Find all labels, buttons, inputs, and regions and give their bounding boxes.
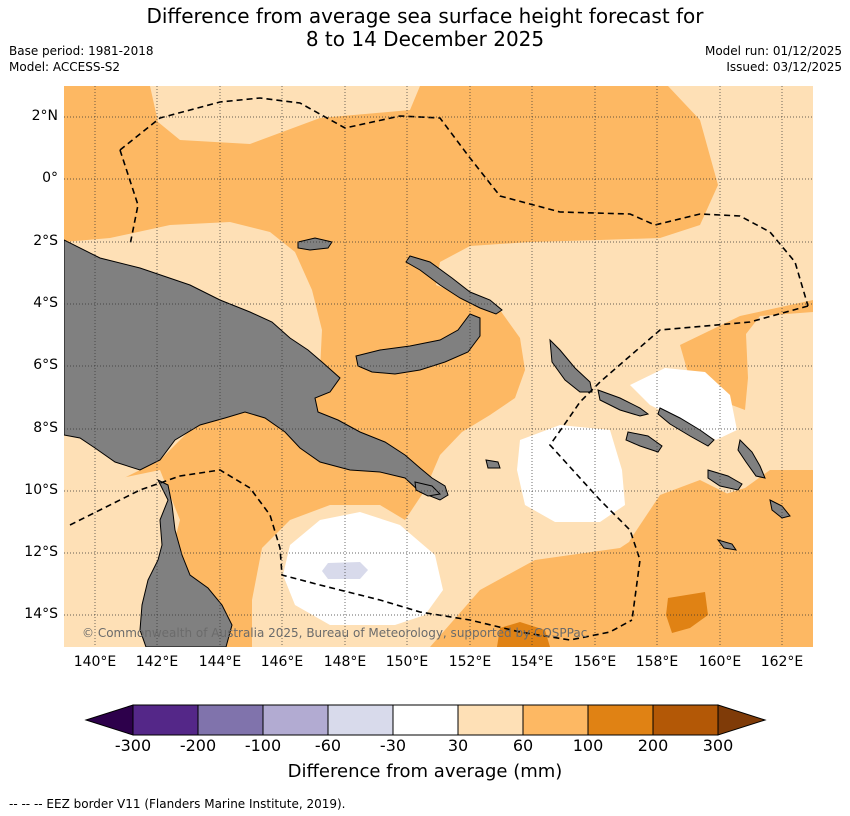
lon-label-160e: 160°E — [698, 654, 742, 670]
land-santa-cruz — [716, 539, 738, 551]
base-period: Base period: 1981-2018 — [9, 44, 154, 58]
colorbar-tick-label: -30 — [379, 736, 407, 755]
colorbar-tick-label: 60 — [512, 736, 534, 755]
land-solomon-6 — [769, 499, 791, 519]
lon-label-152e: 152°E — [448, 654, 492, 670]
colorbar-swatch-7 — [522, 704, 589, 736]
eez-border-east — [548, 305, 809, 621]
colorbar-swatch-4 — [327, 704, 394, 736]
land-solomon-4 — [737, 438, 766, 479]
lon-label-140e: 140°E — [73, 654, 117, 670]
lon-label-146e: 146°E — [260, 654, 304, 670]
land-new-ireland — [405, 255, 503, 315]
anomaly-100-200-patch-1 — [666, 592, 708, 633]
lat-label-0: 0° — [42, 170, 58, 186]
eez-legend-note: -- -- -- EEZ border V11 (Flanders Marine… — [9, 797, 346, 811]
lat-label-10s: 10°S — [24, 482, 58, 498]
lat-label-14s: 14°S — [24, 606, 58, 622]
land-new-britain — [355, 313, 481, 375]
colorbar-swatch-5 — [392, 704, 459, 736]
colorbar-swatch-8 — [587, 704, 654, 736]
anomaly-60-100-region-southeast — [615, 480, 758, 647]
land-louisiade — [485, 459, 501, 469]
colorbar-arrow-low — [84, 704, 134, 736]
anomaly-negative-patch — [322, 562, 368, 579]
lat-label-4s: 4°S — [33, 295, 58, 311]
colorbar-swatch-6 — [457, 704, 524, 736]
model-run: Model run: 01/12/2025 — [704, 44, 842, 58]
copyright-credit: © Commonwealth of Australia 2025, Bureau… — [82, 626, 588, 640]
lat-label-2n: 2°N — [31, 108, 58, 124]
land-d-entrecasteaux — [414, 481, 442, 497]
colorbar-tick-label: 30 — [447, 736, 469, 755]
lat-label-8s: 8°S — [33, 420, 58, 436]
title-line-1: Difference from average sea surface heig… — [146, 4, 704, 28]
colorbar-swatch-9 — [652, 704, 719, 736]
lon-label-156e: 156°E — [573, 654, 617, 670]
model-info: Base period: 1981-2018 Model: ACCESS-S2 — [9, 43, 154, 75]
eez-border-north — [119, 97, 809, 307]
run-info: Model run: 01/12/2025 Issued: 03/12/2025 — [705, 43, 842, 75]
lat-label-6s: 6°S — [33, 357, 58, 373]
lat-label-12s: 12°S — [24, 544, 58, 560]
lon-label-150e: 150°E — [385, 654, 429, 670]
colorbar-tick-label: -300 — [114, 736, 152, 755]
eez-border-west — [119, 149, 139, 246]
anomaly-30-60-region-north — [150, 86, 420, 144]
lat-label-2s: 2°S — [33, 233, 58, 249]
colorbar-title: Difference from average (mm) — [287, 761, 563, 782]
colorbar-tick-label: -200 — [179, 736, 217, 755]
lon-label-144e: 144°E — [198, 654, 242, 670]
lon-label-162e: 162°E — [760, 654, 804, 670]
lon-label-142e: 142°E — [135, 654, 179, 670]
colorbar-arrow-high — [717, 704, 767, 736]
lon-label-148e: 148°E — [323, 654, 367, 670]
issued-date: Issued: 03/12/2025 — [726, 60, 842, 74]
colorbar-tick-label: 300 — [702, 736, 734, 755]
colorbar-tick-label: 200 — [637, 736, 669, 755]
anomaly-100-200-patch-2 — [497, 622, 550, 647]
colorbar-tick-label: -60 — [314, 736, 342, 755]
colorbar-swatch-1 — [132, 704, 199, 736]
land-australia-cape-york — [139, 478, 233, 647]
model-name: Model: ACCESS-S2 — [9, 60, 121, 74]
land-solomon-1 — [597, 389, 650, 417]
colorbar-swatch-3 — [262, 704, 329, 736]
colorbar-tick-label: 100 — [572, 736, 604, 755]
lon-label-158e: 158°E — [635, 654, 679, 670]
lon-label-154e: 154°E — [510, 654, 554, 670]
colorbar-swatch-2 — [197, 704, 264, 736]
land-solomon-2 — [657, 407, 715, 447]
land-solomon-3 — [625, 431, 663, 453]
land-new-guinea — [64, 239, 449, 501]
colorbar-tick-label: -100 — [244, 736, 282, 755]
title-line-2: 8 to 14 December 2025 — [305, 27, 545, 51]
land-solomon-5 — [707, 469, 743, 491]
land-manus — [297, 237, 333, 251]
